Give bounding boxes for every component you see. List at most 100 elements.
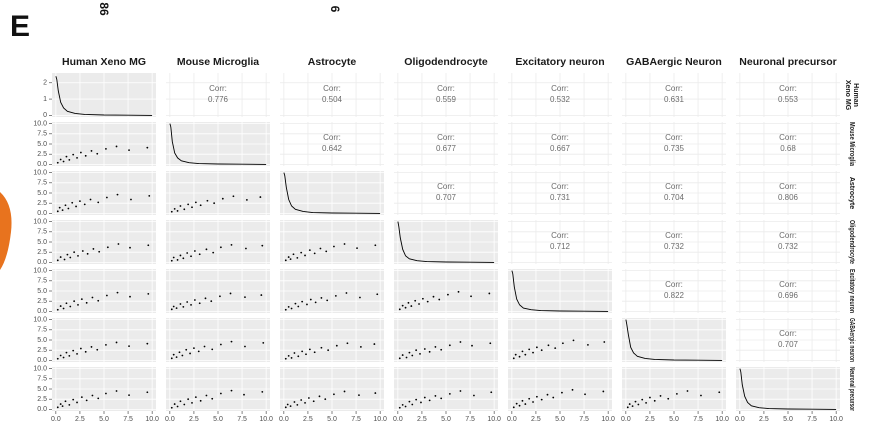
scatter-point: [649, 397, 651, 399]
scatter-point: [171, 357, 173, 359]
scatter-point: [67, 208, 69, 210]
scatter-point: [186, 252, 188, 254]
scatter-point: [129, 247, 131, 249]
scatter-point: [321, 347, 323, 349]
scatter-point: [57, 210, 59, 212]
scatter-point: [206, 248, 208, 250]
scatter-point: [116, 342, 118, 344]
scatter-point: [62, 405, 64, 407]
scatter-point: [305, 353, 307, 355]
corr-label: Corr:: [551, 231, 569, 240]
scatter-point: [470, 295, 472, 297]
scatter-point: [244, 296, 246, 298]
scatter-point: [231, 341, 233, 343]
x-tick-label: 7.5: [237, 416, 247, 423]
scatter-point: [309, 249, 311, 251]
scatter-point: [81, 396, 83, 398]
x-tick-label: 10.0: [715, 416, 729, 423]
scatter-point: [326, 299, 328, 301]
scatter-point: [325, 250, 327, 252]
panel-label: E: [10, 10, 30, 43]
scatter-point: [146, 391, 148, 393]
scatter-point: [146, 147, 148, 149]
scatter-point: [399, 308, 401, 310]
y-tick-label: 0.0: [37, 308, 47, 315]
cropped-text: 86: [97, 2, 111, 16]
scatter-point: [562, 342, 564, 344]
scatter-point: [489, 342, 491, 344]
scatter-point: [57, 162, 59, 164]
scatter-point: [429, 400, 431, 402]
scatter-point: [68, 159, 70, 161]
scatter-point: [63, 357, 65, 359]
y-tick-label: 1: [43, 96, 47, 103]
corr-label: Corr:: [665, 182, 683, 191]
scatter-point: [212, 252, 214, 254]
y-tick-label: 5.0: [37, 190, 47, 197]
y-tick-label: 7.5: [37, 180, 47, 187]
row-strip-label: Astrocyte: [848, 177, 855, 209]
scatter-point: [315, 302, 317, 304]
scatter-point: [91, 150, 93, 152]
corr-value: 0.553: [778, 95, 799, 104]
scatter-point: [60, 355, 62, 357]
x-tick-label: 7.5: [351, 416, 361, 423]
scatter-point: [324, 398, 326, 400]
scatter-point: [96, 349, 98, 351]
scatter-point: [641, 399, 643, 401]
scatter-point: [308, 397, 310, 399]
scatter-point: [356, 247, 358, 249]
x-tick-label: 0.0: [165, 416, 175, 423]
scatter-point: [405, 307, 407, 309]
scatter-point: [68, 404, 70, 406]
corr-label: Corr:: [665, 84, 683, 93]
scatter-point: [306, 304, 308, 306]
scatter-point: [288, 306, 290, 308]
scatter-point: [57, 259, 59, 261]
scatter-point: [63, 161, 65, 163]
scatter-point: [427, 301, 429, 303]
scatter-point: [200, 400, 202, 402]
scatter-point: [190, 304, 192, 306]
scatter-point: [536, 346, 538, 348]
scatter-point: [291, 308, 293, 310]
scatter-point: [199, 302, 201, 304]
row-strip-line: Xeno MG: [844, 80, 851, 111]
scatter-point: [106, 295, 108, 297]
scatter-point: [96, 153, 98, 155]
scatter-point: [405, 406, 407, 408]
scatter-point: [173, 354, 175, 356]
scatter-point: [415, 349, 417, 351]
scatter-point: [637, 404, 639, 406]
x-tick-label: 2.5: [759, 416, 769, 423]
y-tick-label: 10.0: [33, 365, 47, 372]
scatter-point: [65, 400, 67, 402]
scatter-point: [66, 156, 68, 158]
scatter-point: [182, 257, 184, 259]
scatter-point: [293, 253, 295, 255]
scatter-point: [376, 293, 378, 295]
scatter-point: [173, 306, 175, 308]
scatter-point: [320, 248, 322, 250]
x-tick-label: 5.0: [783, 416, 793, 423]
y-tick-label: 2.5: [37, 396, 47, 403]
scatter-point: [629, 403, 631, 405]
corr-value: 0.707: [436, 193, 457, 202]
corr-value: 0.776: [208, 95, 229, 104]
scatter-point: [174, 208, 176, 210]
x-tick-label: 0.0: [735, 416, 745, 423]
scatter-point: [85, 155, 87, 157]
scatter-point: [69, 306, 71, 308]
corr-label: Corr:: [551, 84, 569, 93]
scatter-point: [198, 351, 200, 353]
scatter-point: [194, 299, 196, 301]
scatter-point: [219, 295, 221, 297]
scatter-point: [321, 297, 323, 299]
scatter-point: [424, 348, 426, 350]
scatter-point: [344, 391, 346, 393]
scatter-point: [460, 390, 462, 392]
scatter-point: [667, 398, 669, 400]
scatter-point: [77, 304, 79, 306]
scatter-point: [359, 297, 361, 299]
scatter-point: [85, 351, 87, 353]
